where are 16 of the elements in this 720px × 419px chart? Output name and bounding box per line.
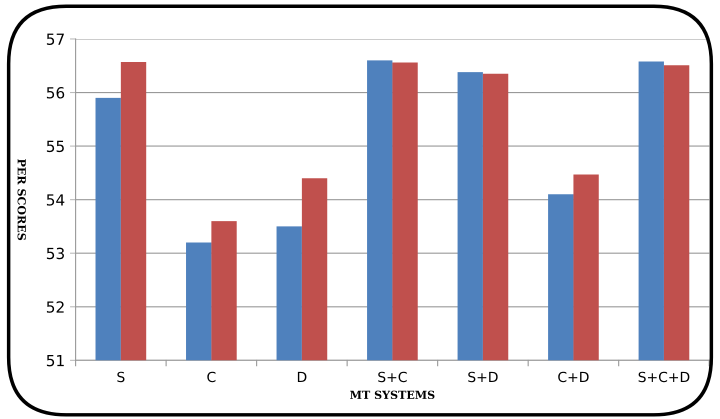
y-tick-label: 52 [46, 301, 64, 313]
x-tick-label: C [207, 372, 216, 382]
y-tick-label: 53 [46, 248, 64, 260]
x-tick-label: S+D [468, 372, 498, 382]
y-tick-label: 55 [46, 140, 64, 152]
y-tick-label: 57 [46, 34, 64, 45]
y-tick-label: 56 [46, 86, 64, 99]
x-axis-title: MT SYSTEMS [350, 390, 434, 400]
y-axis-title: PER SCORES [18, 159, 26, 240]
x-tick-label: S [117, 372, 124, 382]
x-tick-label: S+C+D [638, 372, 690, 382]
x-tick-label: C+D [558, 372, 589, 382]
x-tick-label: D [298, 372, 306, 382]
y-tick-label: 54 [46, 194, 64, 206]
x-tick-label: S+C [378, 372, 407, 382]
y-tick-label: 51 [46, 355, 64, 366]
